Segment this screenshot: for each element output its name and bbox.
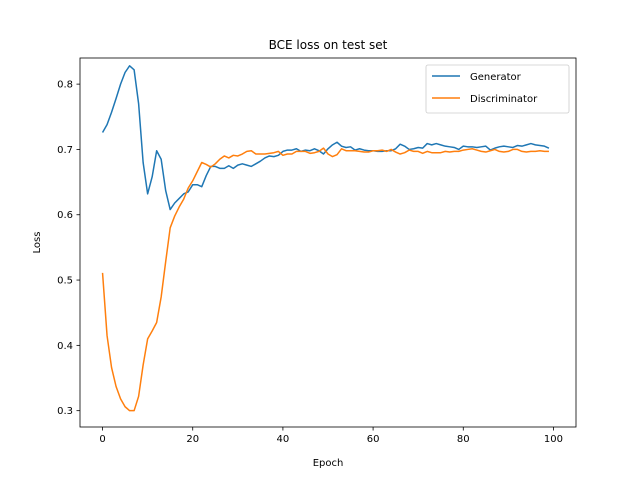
y-tick-label: 0.6 bbox=[57, 210, 73, 221]
x-tick-label: 60 bbox=[367, 434, 380, 445]
y-tick-label: 0.3 bbox=[57, 406, 73, 417]
y-tick-label: 0.7 bbox=[57, 145, 73, 156]
axes-frame bbox=[79, 57, 577, 428]
x-tick-label: 80 bbox=[457, 434, 470, 445]
legend: Generator Discriminator bbox=[425, 64, 570, 114]
plot-area bbox=[80, 58, 576, 427]
chart-title: BCE loss on test set bbox=[269, 38, 388, 52]
x-tick-label: 40 bbox=[277, 434, 290, 445]
ticks-group: 0 20 40 60 80 100 0.3 0.4 0.5 0.6 0.7 0.8 bbox=[57, 80, 563, 445]
series-group bbox=[101, 65, 550, 412]
legend-label-discriminator: Discriminator bbox=[470, 94, 538, 105]
legend-box bbox=[425, 64, 570, 114]
legend-label-generator: Generator bbox=[470, 72, 522, 83]
x-tick-label: 0 bbox=[99, 434, 105, 445]
y-tick-label: 0.8 bbox=[57, 80, 73, 91]
series-line-discriminator bbox=[101, 147, 549, 412]
y-tick-label: 0.4 bbox=[57, 341, 73, 352]
x-tick-label: 100 bbox=[544, 434, 563, 445]
x-axis-label: Epoch bbox=[313, 458, 344, 469]
x-tick-label: 20 bbox=[186, 434, 199, 445]
y-axis-label: Loss bbox=[32, 232, 43, 254]
y-tick-label: 0.5 bbox=[57, 276, 73, 287]
